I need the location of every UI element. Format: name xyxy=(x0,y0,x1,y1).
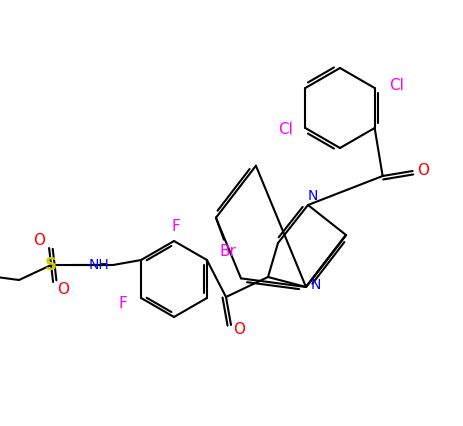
Text: NH: NH xyxy=(88,258,109,272)
Text: N: N xyxy=(310,278,320,292)
Text: Cl: Cl xyxy=(388,78,403,93)
Text: N: N xyxy=(307,189,318,203)
Text: O: O xyxy=(232,322,244,337)
Text: Cl: Cl xyxy=(277,123,292,138)
Text: O: O xyxy=(416,164,428,178)
Text: O: O xyxy=(57,282,69,296)
Text: F: F xyxy=(119,296,127,311)
Text: S: S xyxy=(45,256,57,274)
Text: Br: Br xyxy=(219,244,236,259)
Text: O: O xyxy=(33,233,45,248)
Text: F: F xyxy=(171,219,180,234)
